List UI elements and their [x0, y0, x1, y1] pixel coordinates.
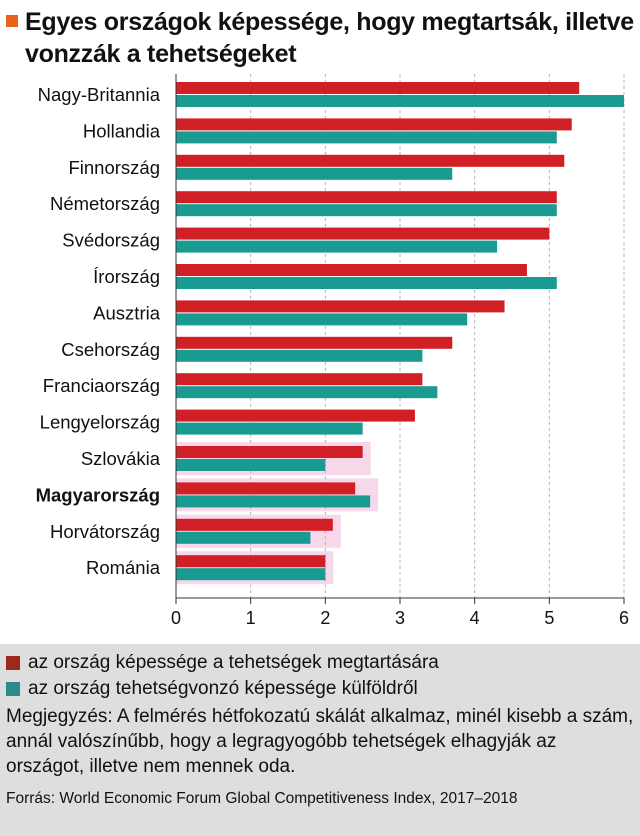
x-tick-label: 5 [544, 608, 554, 628]
category-label: Finnország [68, 157, 160, 178]
bar-retain [176, 191, 557, 204]
chart-source: Forrás: World Economic Forum Global Comp… [6, 790, 518, 807]
x-tick-label: 2 [320, 608, 330, 628]
bar-retain [176, 264, 527, 276]
chart-title: Egyes országok képessége, hogy megtartsá… [25, 8, 634, 68]
bar-retain [176, 336, 453, 349]
bar-attract [176, 95, 624, 107]
category-label: Svédország [62, 230, 160, 251]
bar-retain [176, 227, 550, 240]
bar-attract [176, 240, 498, 253]
bar-attract [176, 167, 453, 180]
bar-attract [176, 349, 423, 362]
category-label: Szlovákia [81, 448, 161, 469]
category-label: Nagy-Britannia [38, 84, 161, 105]
x-tick-label: 4 [470, 608, 480, 628]
bar-attract [176, 277, 557, 289]
bar-retain [176, 482, 356, 495]
bar-attract [176, 459, 326, 471]
x-tick-label: 3 [395, 608, 405, 628]
legend-swatch-attract [6, 682, 20, 696]
category-label: Németország [50, 193, 160, 214]
category-label: Írország [93, 266, 160, 287]
bar-retain [176, 373, 423, 386]
bar-retain [176, 300, 505, 313]
bar-attract [176, 422, 363, 435]
chart-title-block: Egyes országok képessége, hogy megtartsá… [6, 6, 634, 70]
legend-label-retain: az ország képessége a tehetségek megtart… [28, 652, 439, 673]
bar-attract [176, 531, 311, 544]
bar-attract [176, 204, 557, 217]
category-label: Horvátország [50, 521, 160, 542]
footer-panel: az ország képessége a tehetségek megtart… [0, 644, 640, 836]
legend-item-attract: az ország tehetségvonzó képessége külföl… [6, 678, 418, 700]
category-label: Franciaország [43, 375, 160, 396]
bar-retain [176, 118, 572, 131]
chart-note: Megjegyzés: A felmérés hétfokozatú skálá… [6, 706, 634, 777]
x-tick-label: 0 [171, 608, 181, 628]
bar-retain [176, 518, 333, 531]
x-tick-label: 1 [246, 608, 256, 628]
bar-retain [176, 409, 415, 422]
bar-attract [176, 568, 326, 581]
category-label: Ausztria [93, 302, 161, 323]
bar-retain [176, 154, 565, 167]
bar-attract [176, 131, 557, 144]
bar-retain [176, 555, 326, 568]
bar-retain [176, 446, 363, 458]
legend-label-attract: az ország tehetségvonzó képessége külföl… [28, 678, 418, 699]
category-label: Románia [86, 557, 161, 578]
category-label: Csehország [61, 339, 160, 360]
title-accent-square [6, 15, 18, 27]
legend-item-retain: az ország képessége a tehetségek megtart… [6, 652, 439, 674]
bar-retain [176, 82, 580, 94]
bar-attract [176, 495, 371, 508]
bar-attract [176, 386, 438, 399]
category-label: Magyarország [36, 484, 160, 505]
category-label: Lengyelország [40, 412, 160, 433]
category-label: Hollandia [83, 120, 161, 141]
legend-swatch-retain [6, 656, 20, 670]
x-tick-label: 6 [619, 608, 629, 628]
bar-attract [176, 313, 468, 326]
bar-chart: 0 1 2 3 4 5 6 Nagy-Britannia Hollandia Finnország… [36, 74, 629, 628]
